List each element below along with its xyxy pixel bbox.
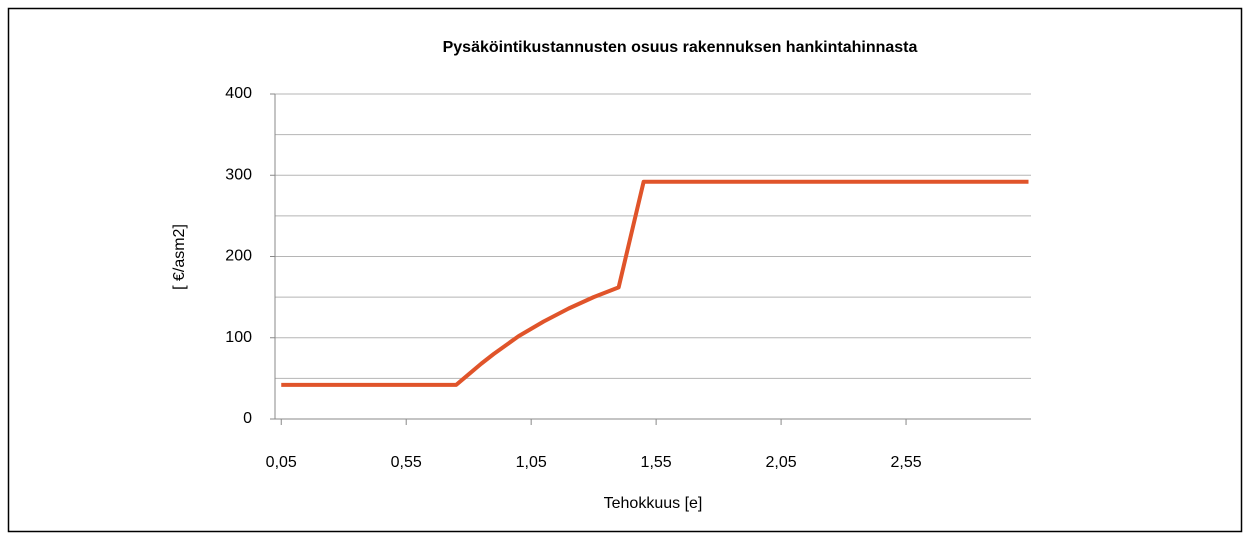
y-tick-label: 0 bbox=[243, 410, 252, 427]
x-tick-label: 2,55 bbox=[890, 454, 921, 471]
x-tick-label: 2,05 bbox=[766, 454, 797, 471]
x-tick-label: 0,55 bbox=[391, 454, 422, 471]
x-tick-label: 0,05 bbox=[266, 454, 297, 471]
x-tick-label: 1,05 bbox=[516, 454, 547, 471]
y-tick-label: 200 bbox=[225, 248, 252, 265]
y-tick-label: 300 bbox=[225, 166, 252, 183]
x-axis-label: Tehokkuus [e] bbox=[604, 495, 703, 512]
y-tick-label: 400 bbox=[225, 85, 252, 102]
y-axis-label: [ €/asm2] bbox=[171, 224, 188, 290]
data-line bbox=[281, 179, 1029, 387]
chart-frame bbox=[7, 7, 1243, 533]
chart-title: Pysäköintikustannusten osuus rakennuksen… bbox=[443, 39, 918, 56]
y-tick-label: 100 bbox=[225, 329, 252, 346]
x-tick-label: 1,55 bbox=[641, 454, 672, 471]
